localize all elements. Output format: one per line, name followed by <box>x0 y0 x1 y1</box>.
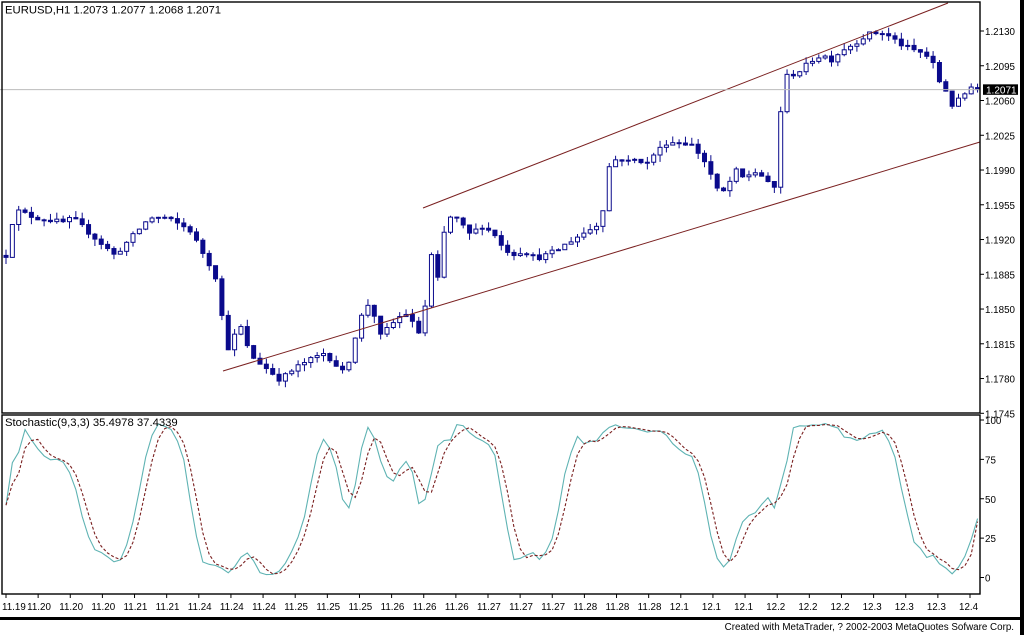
svg-text:11.28: 11.28 <box>573 602 597 613</box>
svg-text:11.26: 11.26 <box>413 602 437 613</box>
svg-text:11.27: 11.27 <box>477 602 501 613</box>
svg-text:Created with MetaTrader, ? 200: Created with MetaTrader, ? 2002-2003 Met… <box>725 622 1014 633</box>
svg-text:1.1955: 1.1955 <box>985 201 1016 212</box>
svg-text:11.20: 11.20 <box>91 602 115 613</box>
svg-text:11.20: 11.20 <box>59 602 83 613</box>
svg-text:11.25: 11.25 <box>284 602 308 613</box>
svg-text:11.24: 11.24 <box>252 602 276 613</box>
svg-text:11.21: 11.21 <box>124 602 148 613</box>
svg-text:12.4: 12.4 <box>959 602 979 613</box>
svg-text:11.28: 11.28 <box>638 602 662 613</box>
svg-text:1.2095: 1.2095 <box>985 62 1016 73</box>
svg-text:11.26: 11.26 <box>381 602 405 613</box>
svg-text:12.3: 12.3 <box>927 602 947 613</box>
svg-text:11.25: 11.25 <box>316 602 340 613</box>
svg-text:1.1850: 1.1850 <box>985 305 1016 316</box>
svg-text:25: 25 <box>985 534 996 545</box>
svg-text:11.26: 11.26 <box>445 602 469 613</box>
svg-text:12.2: 12.2 <box>766 602 785 613</box>
svg-text:EURUSD,H1 1.2073 1.2077 1.206: EURUSD,H1 1.2073 1.2077 1.2068 1.2071 <box>5 5 221 17</box>
svg-text:1.2071: 1.2071 <box>986 85 1017 96</box>
svg-text:11.24: 11.24 <box>188 602 212 613</box>
svg-text:1.1920: 1.1920 <box>985 236 1016 247</box>
svg-text:1.1815: 1.1815 <box>985 340 1016 351</box>
svg-text:12.3: 12.3 <box>895 602 915 613</box>
svg-text:12.2: 12.2 <box>798 602 817 613</box>
svg-text:1.2025: 1.2025 <box>985 131 1016 142</box>
svg-text:1.1990: 1.1990 <box>985 166 1016 177</box>
svg-text:11.19: 11.19 <box>2 602 26 613</box>
svg-text:Stochastic(9,3,3) 35.4978 37: Stochastic(9,3,3) 35.4978 37.4339 <box>5 417 178 429</box>
svg-text:100: 100 <box>985 416 1002 427</box>
svg-text:11.25: 11.25 <box>348 602 372 613</box>
svg-text:12.2: 12.2 <box>830 602 849 613</box>
svg-text:1.2130: 1.2130 <box>985 27 1016 38</box>
svg-text:11.20: 11.20 <box>27 602 51 613</box>
svg-text:12.1: 12.1 <box>734 602 753 613</box>
svg-text:11.21: 11.21 <box>156 602 180 613</box>
svg-text:11.28: 11.28 <box>606 602 630 613</box>
svg-text:1.2060: 1.2060 <box>985 97 1016 108</box>
svg-text:11.27: 11.27 <box>509 602 533 613</box>
svg-text:50: 50 <box>985 495 996 506</box>
svg-text:11.24: 11.24 <box>220 602 244 613</box>
svg-text:1.1885: 1.1885 <box>985 270 1016 281</box>
svg-text:75: 75 <box>985 455 996 466</box>
svg-text:12.1: 12.1 <box>670 602 689 613</box>
svg-text:0: 0 <box>985 574 991 585</box>
svg-text:12.3: 12.3 <box>863 602 883 613</box>
svg-text:11.27: 11.27 <box>541 602 565 613</box>
svg-text:1.1780: 1.1780 <box>985 375 1016 386</box>
svg-text:12.1: 12.1 <box>702 602 721 613</box>
